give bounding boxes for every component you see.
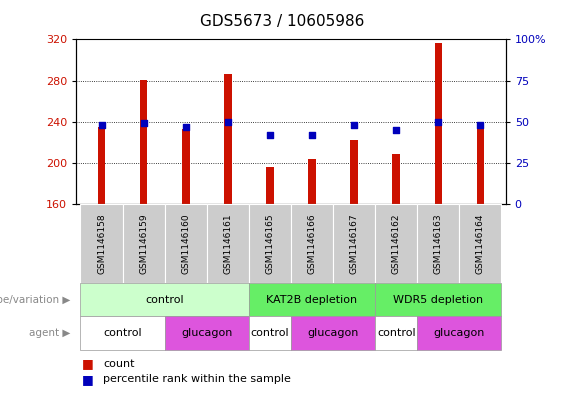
Bar — [98, 127, 105, 204]
Text: glucagon: glucagon — [307, 328, 359, 338]
Text: GSM1146167: GSM1146167 — [350, 213, 359, 274]
Text: GSM1146161: GSM1146161 — [223, 213, 232, 274]
Point — [139, 120, 148, 127]
Point — [223, 119, 232, 125]
Text: GDS5673 / 10605986: GDS5673 / 10605986 — [201, 15, 364, 29]
Text: glucagon: glucagon — [181, 328, 232, 338]
Text: GSM1146165: GSM1146165 — [266, 213, 275, 274]
Text: genotype/variation ▶: genotype/variation ▶ — [0, 295, 71, 305]
Text: control: control — [145, 295, 184, 305]
Point — [392, 127, 401, 133]
Text: KAT2B depletion: KAT2B depletion — [267, 295, 358, 305]
Bar — [350, 140, 358, 204]
Point — [350, 122, 359, 128]
Bar — [140, 79, 147, 204]
Text: percentile rank within the sample: percentile rank within the sample — [103, 374, 292, 384]
Text: count: count — [103, 358, 135, 369]
Text: GSM1146160: GSM1146160 — [181, 213, 190, 274]
Text: ■: ■ — [82, 373, 94, 386]
Bar — [182, 129, 189, 204]
Text: GSM1146166: GSM1146166 — [307, 213, 316, 274]
Bar — [266, 167, 273, 204]
Text: GSM1146162: GSM1146162 — [392, 213, 401, 274]
Text: control: control — [251, 328, 289, 338]
Point — [307, 132, 316, 138]
Point — [181, 124, 190, 130]
Bar — [393, 154, 400, 204]
Text: agent ▶: agent ▶ — [29, 328, 71, 338]
Point — [266, 132, 275, 138]
Text: GSM1146163: GSM1146163 — [434, 213, 443, 274]
Text: control: control — [103, 328, 142, 338]
Text: WDR5 depletion: WDR5 depletion — [393, 295, 484, 305]
Text: control: control — [377, 328, 415, 338]
Bar — [477, 126, 484, 204]
Bar — [308, 159, 316, 204]
Text: glucagon: glucagon — [434, 328, 485, 338]
Point — [97, 122, 106, 128]
Bar — [224, 74, 232, 204]
Point — [476, 122, 485, 128]
Text: ■: ■ — [82, 357, 94, 370]
Text: GSM1146158: GSM1146158 — [97, 213, 106, 274]
Point — [434, 119, 443, 125]
Text: GSM1146164: GSM1146164 — [476, 213, 485, 274]
Text: GSM1146159: GSM1146159 — [139, 213, 148, 274]
Bar — [434, 43, 442, 204]
